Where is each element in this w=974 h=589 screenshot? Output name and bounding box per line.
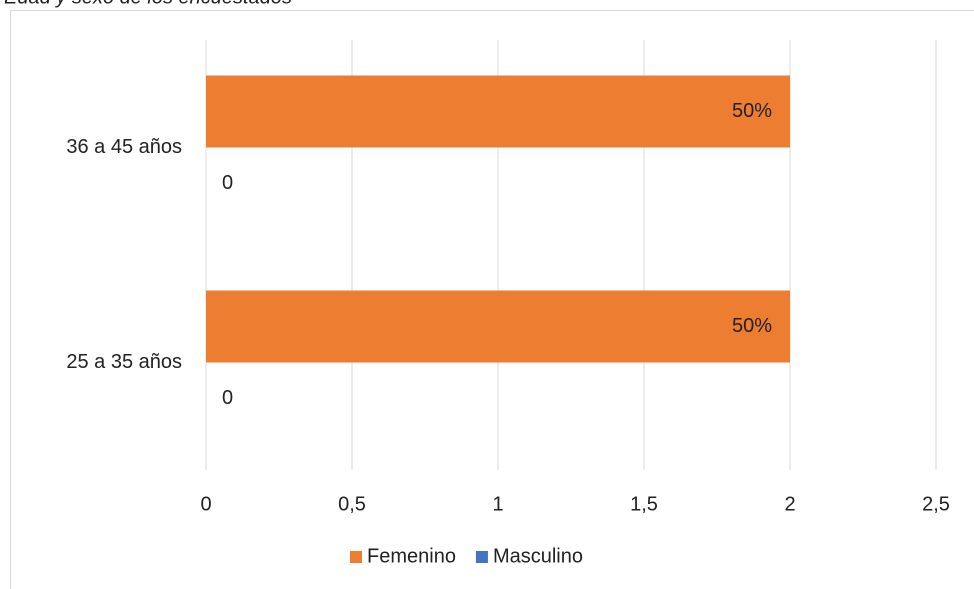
data-label: 0 bbox=[222, 387, 233, 409]
data-label: 0 bbox=[222, 172, 233, 194]
chart-title: Edad y sexo de los encuestados bbox=[4, 0, 292, 8]
x-tick-label: 0 bbox=[200, 493, 211, 515]
legend-label: Femenino bbox=[367, 545, 456, 567]
bar bbox=[206, 290, 790, 363]
x-tick-label: 2 bbox=[784, 493, 795, 515]
legend-swatch bbox=[350, 551, 362, 563]
legend-swatch bbox=[475, 551, 488, 563]
y-tick-label: 36 a 45 años bbox=[66, 136, 182, 158]
y-tick-label: 25 a 35 años bbox=[66, 351, 182, 373]
x-tick-label: 1,5 bbox=[630, 493, 658, 515]
x-tick-label: 0,5 bbox=[338, 493, 366, 515]
x-tick-label: 1 bbox=[492, 493, 503, 515]
chart-border bbox=[10, 10, 974, 589]
x-tick-label: 2,5 bbox=[922, 493, 950, 515]
legend-label: Masculino bbox=[493, 545, 583, 567]
data-label: 50% bbox=[732, 315, 772, 337]
bar bbox=[206, 75, 790, 148]
data-label: 50% bbox=[732, 100, 772, 122]
